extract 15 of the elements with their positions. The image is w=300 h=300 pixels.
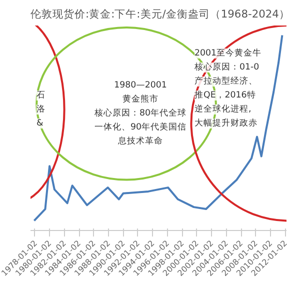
- annotation: 黄金熊市: [122, 94, 158, 104]
- chart-title: 伦敦现货价:黄金:下午:美元/金衡盎司（1968-2024）: [30, 8, 290, 20]
- annotation: 产拉动型经济、: [194, 76, 258, 86]
- annotation: 推QE，2016特: [194, 90, 256, 100]
- annotation: 息技术革命: [117, 136, 163, 146]
- annotation: 2001至今黄金牛: [194, 48, 262, 58]
- annotation: 一体化、90年代美国信: [94, 122, 187, 132]
- annotation: 洛: [36, 104, 46, 114]
- annotation: &: [36, 118, 44, 128]
- annotation: 1980—2001: [114, 80, 167, 90]
- annotation: 石: [36, 90, 46, 100]
- annotation: 核心原因：80年代全球: [93, 108, 187, 118]
- annotation: 核心原因：01-0: [194, 62, 260, 72]
- annotation: 逆全球化进程,: [194, 104, 252, 114]
- annotation: 大幅提升财政赤: [194, 118, 258, 128]
